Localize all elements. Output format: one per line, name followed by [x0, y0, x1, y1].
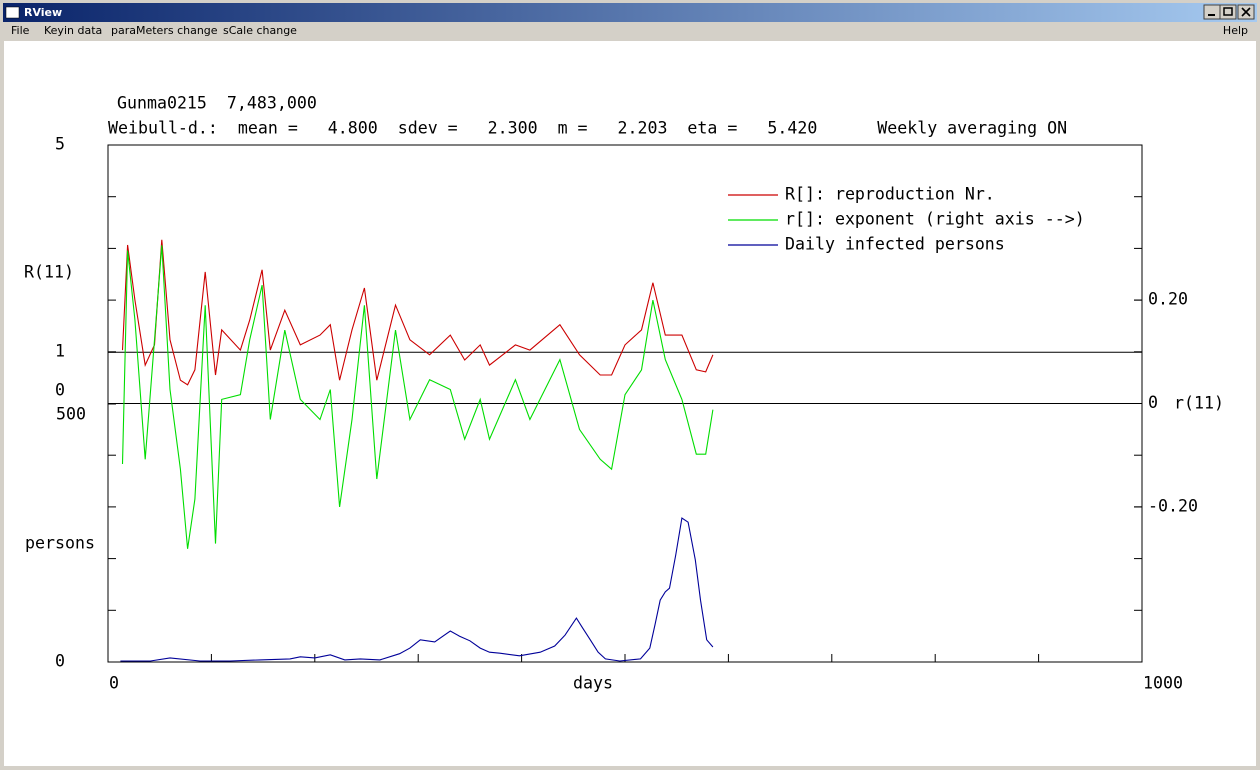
y-tick-label: 5: [55, 135, 65, 154]
maximize-button[interactable]: [1219, 4, 1237, 20]
title-bar: [3, 3, 1257, 22]
y2-tick-label: 0.20: [1148, 290, 1188, 309]
window-buttons[interactable]: [1203, 4, 1255, 20]
series-line: [121, 245, 714, 549]
menu-item[interactable]: Keyin data: [44, 24, 102, 37]
y-tick-label: 0: [55, 652, 65, 671]
y-tick-label: 1: [55, 342, 65, 361]
chart-subtitle: Weibull-d.: mean = 4.800 sdev = 2.300 m …: [108, 119, 1067, 138]
window-title: RView: [24, 6, 62, 19]
menu-item[interactable]: sCale change: [223, 24, 297, 37]
y2-axis-label: r(11): [1174, 394, 1224, 413]
x-axis-label: days: [573, 674, 613, 693]
y-tick-label: 0: [55, 381, 65, 400]
menu-item[interactable]: Help: [1223, 24, 1248, 37]
y2-tick-label: -0.20: [1148, 496, 1198, 515]
series-line: [120, 517, 714, 662]
legend-label: Daily infected persons: [785, 235, 1005, 254]
menu-item[interactable]: paraMeters change: [111, 24, 218, 37]
legend-label: r[]: exponent (right axis -->): [785, 210, 1085, 229]
close-icon: [1241, 7, 1251, 17]
y-tick-label: 500: [56, 405, 86, 424]
x-tick-label: 0: [109, 674, 119, 693]
x-tick-label: 1000: [1143, 674, 1183, 693]
y2-tick-label: 0: [1148, 393, 1158, 412]
series-line: [121, 239, 714, 386]
y-axis-label: R(11): [24, 263, 74, 282]
legend-label: R[]: reproduction Nr.: [785, 185, 995, 204]
menu-item[interactable]: File: [11, 24, 30, 37]
menu-bar: [3, 22, 1257, 40]
chart-title: Gunma0215 7,483,000: [117, 94, 317, 113]
minimize-button[interactable]: [1203, 4, 1221, 20]
y-axis-label: persons: [25, 534, 95, 553]
app-icon: [5, 6, 20, 19]
maximize-icon: [1223, 7, 1233, 16]
